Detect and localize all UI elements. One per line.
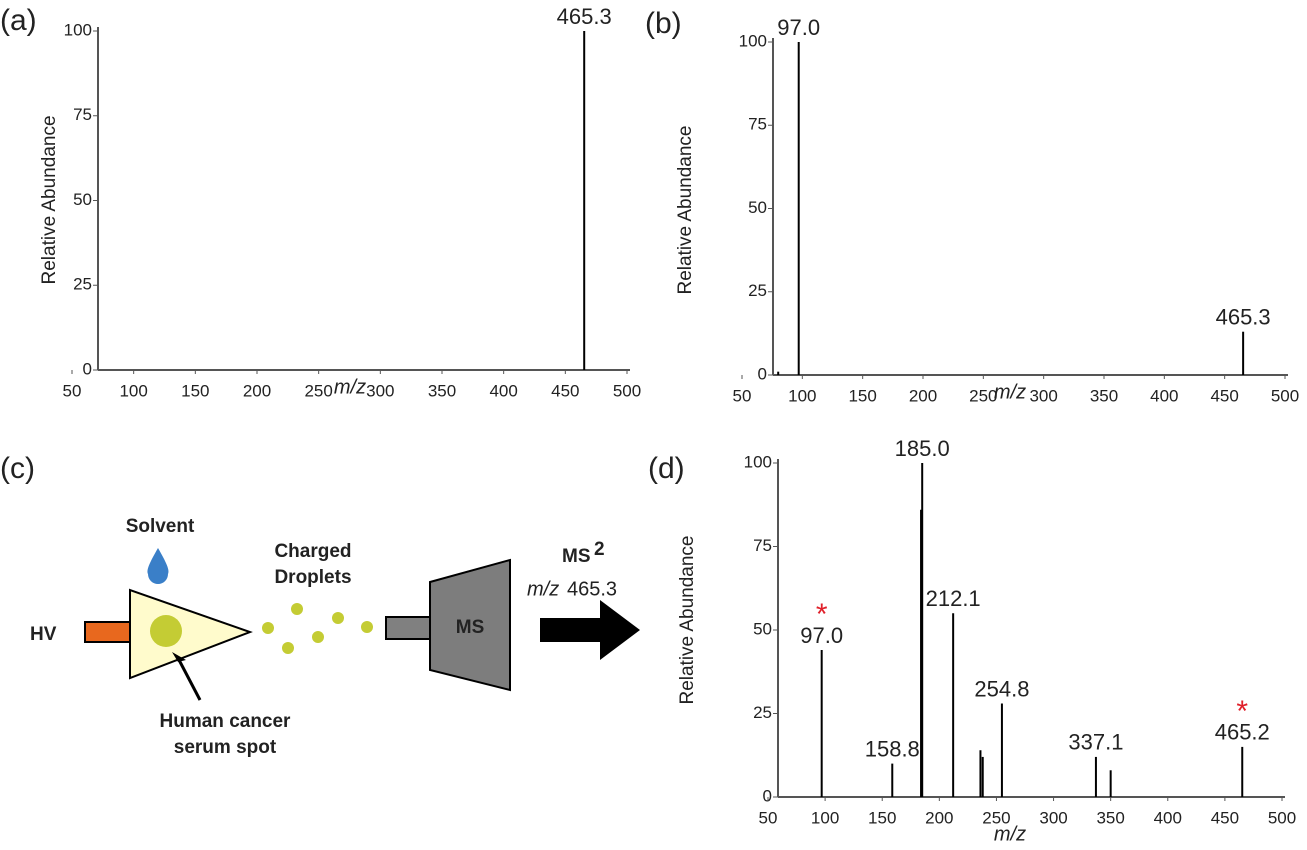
y-tick-label: 25: [753, 703, 772, 722]
x-tick-label: 100: [811, 808, 839, 827]
pointer: [176, 657, 202, 701]
flow-arrow: [540, 600, 640, 660]
y-tick-label: 75: [73, 105, 92, 124]
x-tick-label: 350: [1096, 808, 1124, 827]
y-tick-label: 0: [763, 786, 772, 805]
y-tick-label: 100: [744, 452, 772, 471]
step-sup: 2: [594, 539, 605, 560]
x-tick-label: 450: [1210, 386, 1238, 405]
x-tick-label: 100: [119, 381, 147, 400]
panel-label: (b): [645, 7, 682, 40]
x-tick-label: 500: [1268, 808, 1296, 827]
peak-label: 97.0: [800, 623, 843, 648]
serum-spot: [150, 615, 182, 647]
peak-label: 465.3: [557, 4, 612, 29]
x-tick-label: 500: [613, 381, 641, 400]
x-tick-label: 100: [788, 386, 816, 405]
x-axis-label: m/z: [334, 376, 366, 398]
x-axis-label: m/z: [994, 823, 1026, 845]
x-tick-label: 350: [428, 381, 456, 400]
peak-label: 185.0: [895, 436, 950, 461]
y-tick-label: 75: [753, 536, 772, 555]
y-tick-label: 0: [758, 364, 767, 383]
panel-label: (a): [0, 4, 37, 37]
peak-label: 465.2: [1215, 720, 1270, 745]
spot-label: Human cancer: [160, 711, 292, 732]
solvent-drop: [147, 548, 169, 584]
peak-label: 254.8: [974, 676, 1029, 701]
x-tick-label: 150: [868, 808, 896, 827]
droplets-label: Droplets: [274, 567, 351, 588]
x-tick-label: 150: [181, 381, 209, 400]
x-tick-label: 200: [909, 386, 937, 405]
peak-label: 97.0: [777, 15, 820, 40]
peak-label: 158.8: [865, 736, 920, 761]
peak-marker: *: [1236, 695, 1248, 728]
y-axis-label: Relative Abundance: [677, 535, 698, 704]
droplets: [262, 603, 373, 654]
spectrum-panel: (d) 0 25 50 75 100 50 100 150 200 250 300 350 400 450 5…: [648, 436, 1296, 845]
x-tick-label: 250: [304, 381, 332, 400]
y-tick-label: 50: [748, 198, 767, 217]
y-tick-label: 100: [64, 20, 92, 39]
droplets-label: Charged: [274, 541, 351, 562]
y-tick-label: 0: [83, 359, 92, 378]
x-tick-label: 450: [1211, 808, 1239, 827]
ms-inlet: [385, 616, 431, 640]
ms-label: MS: [456, 617, 485, 638]
panel-label: (c): [0, 452, 35, 485]
step-mz: m/z: [527, 578, 559, 600]
y-axis-label: Relative Abundance: [39, 115, 60, 284]
x-tick-label: 200: [243, 381, 271, 400]
y-tick-label: 25: [73, 275, 92, 294]
panel-label: (d): [648, 452, 685, 485]
x-tick-label: 300: [1029, 386, 1057, 405]
x-tick-label: 50: [63, 381, 82, 400]
x-tick-label: 450: [551, 381, 579, 400]
x-tick-label: 350: [1090, 386, 1118, 405]
step-value: 465.3: [567, 578, 617, 600]
peak-label: 212.1: [926, 586, 981, 611]
step-ms: MS: [562, 546, 591, 567]
pointer-head: [172, 652, 186, 662]
solvent-label: Solvent: [126, 516, 195, 537]
x-tick-label: 150: [848, 386, 876, 405]
peak-label: 465.3: [1216, 305, 1271, 330]
x-tick-label: 250: [969, 386, 997, 405]
y-tick-label: 50: [753, 619, 772, 638]
y-tick-label: 50: [73, 190, 92, 209]
x-tick-label: 300: [366, 381, 394, 400]
spectrum-panel: (a) 0 25 50 75 100 50 100 150 200 250 300 350 400 450 5…: [0, 4, 641, 401]
hv-label: HV: [30, 624, 57, 645]
spot-label: serum spot: [174, 737, 277, 758]
y-axis-label: Relative Abundance: [675, 125, 696, 294]
y-tick-label: 100: [739, 31, 767, 50]
x-tick-label: 300: [1039, 808, 1067, 827]
peak-marker: *: [816, 598, 828, 631]
x-tick-label: 200: [925, 808, 953, 827]
y-tick-label: 75: [748, 115, 767, 134]
x-tick-label: 250: [982, 808, 1010, 827]
x-tick-label: 400: [489, 381, 517, 400]
x-tick-label: 50: [733, 386, 752, 405]
y-tick-label: 25: [748, 281, 767, 300]
mass-spec: [429, 558, 511, 692]
spectrum-panel: (b) 0 25 50 75 100 50 100 150 200 250 300 350 400 450 5…: [645, 7, 1299, 406]
paper-triangle: [129, 588, 253, 680]
x-tick-label: 500: [1271, 386, 1299, 405]
x-tick-label: 50: [759, 808, 778, 827]
diagram: (c) HV Solvent Charged Droplets Human ca…: [0, 452, 640, 758]
x-tick-label: 400: [1154, 808, 1182, 827]
x-axis-label: m/z: [994, 381, 1026, 403]
peak-label: 337.1: [1068, 730, 1123, 755]
x-tick-label: 400: [1150, 386, 1178, 405]
